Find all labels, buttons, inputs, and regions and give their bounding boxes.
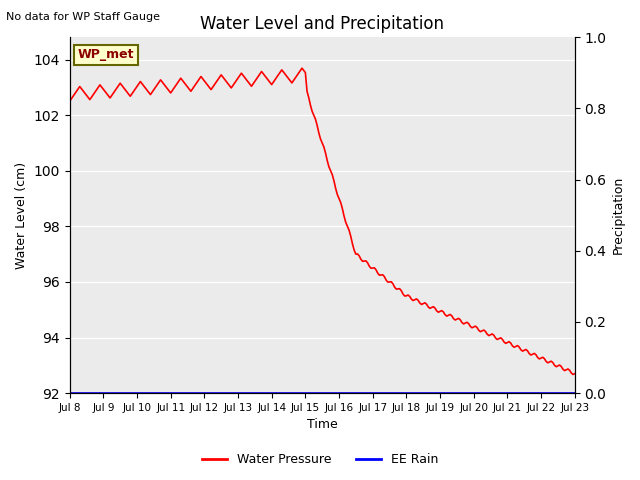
Text: No data for WP Staff Gauge: No data for WP Staff Gauge xyxy=(6,12,161,22)
Legend: Water Pressure, EE Rain: Water Pressure, EE Rain xyxy=(196,448,444,471)
Y-axis label: Precipitation: Precipitation xyxy=(612,176,625,254)
X-axis label: Time: Time xyxy=(307,419,337,432)
Title: Water Level and Precipitation: Water Level and Precipitation xyxy=(200,15,444,33)
Text: WP_met: WP_met xyxy=(78,48,134,61)
Y-axis label: Water Level (cm): Water Level (cm) xyxy=(15,162,28,269)
